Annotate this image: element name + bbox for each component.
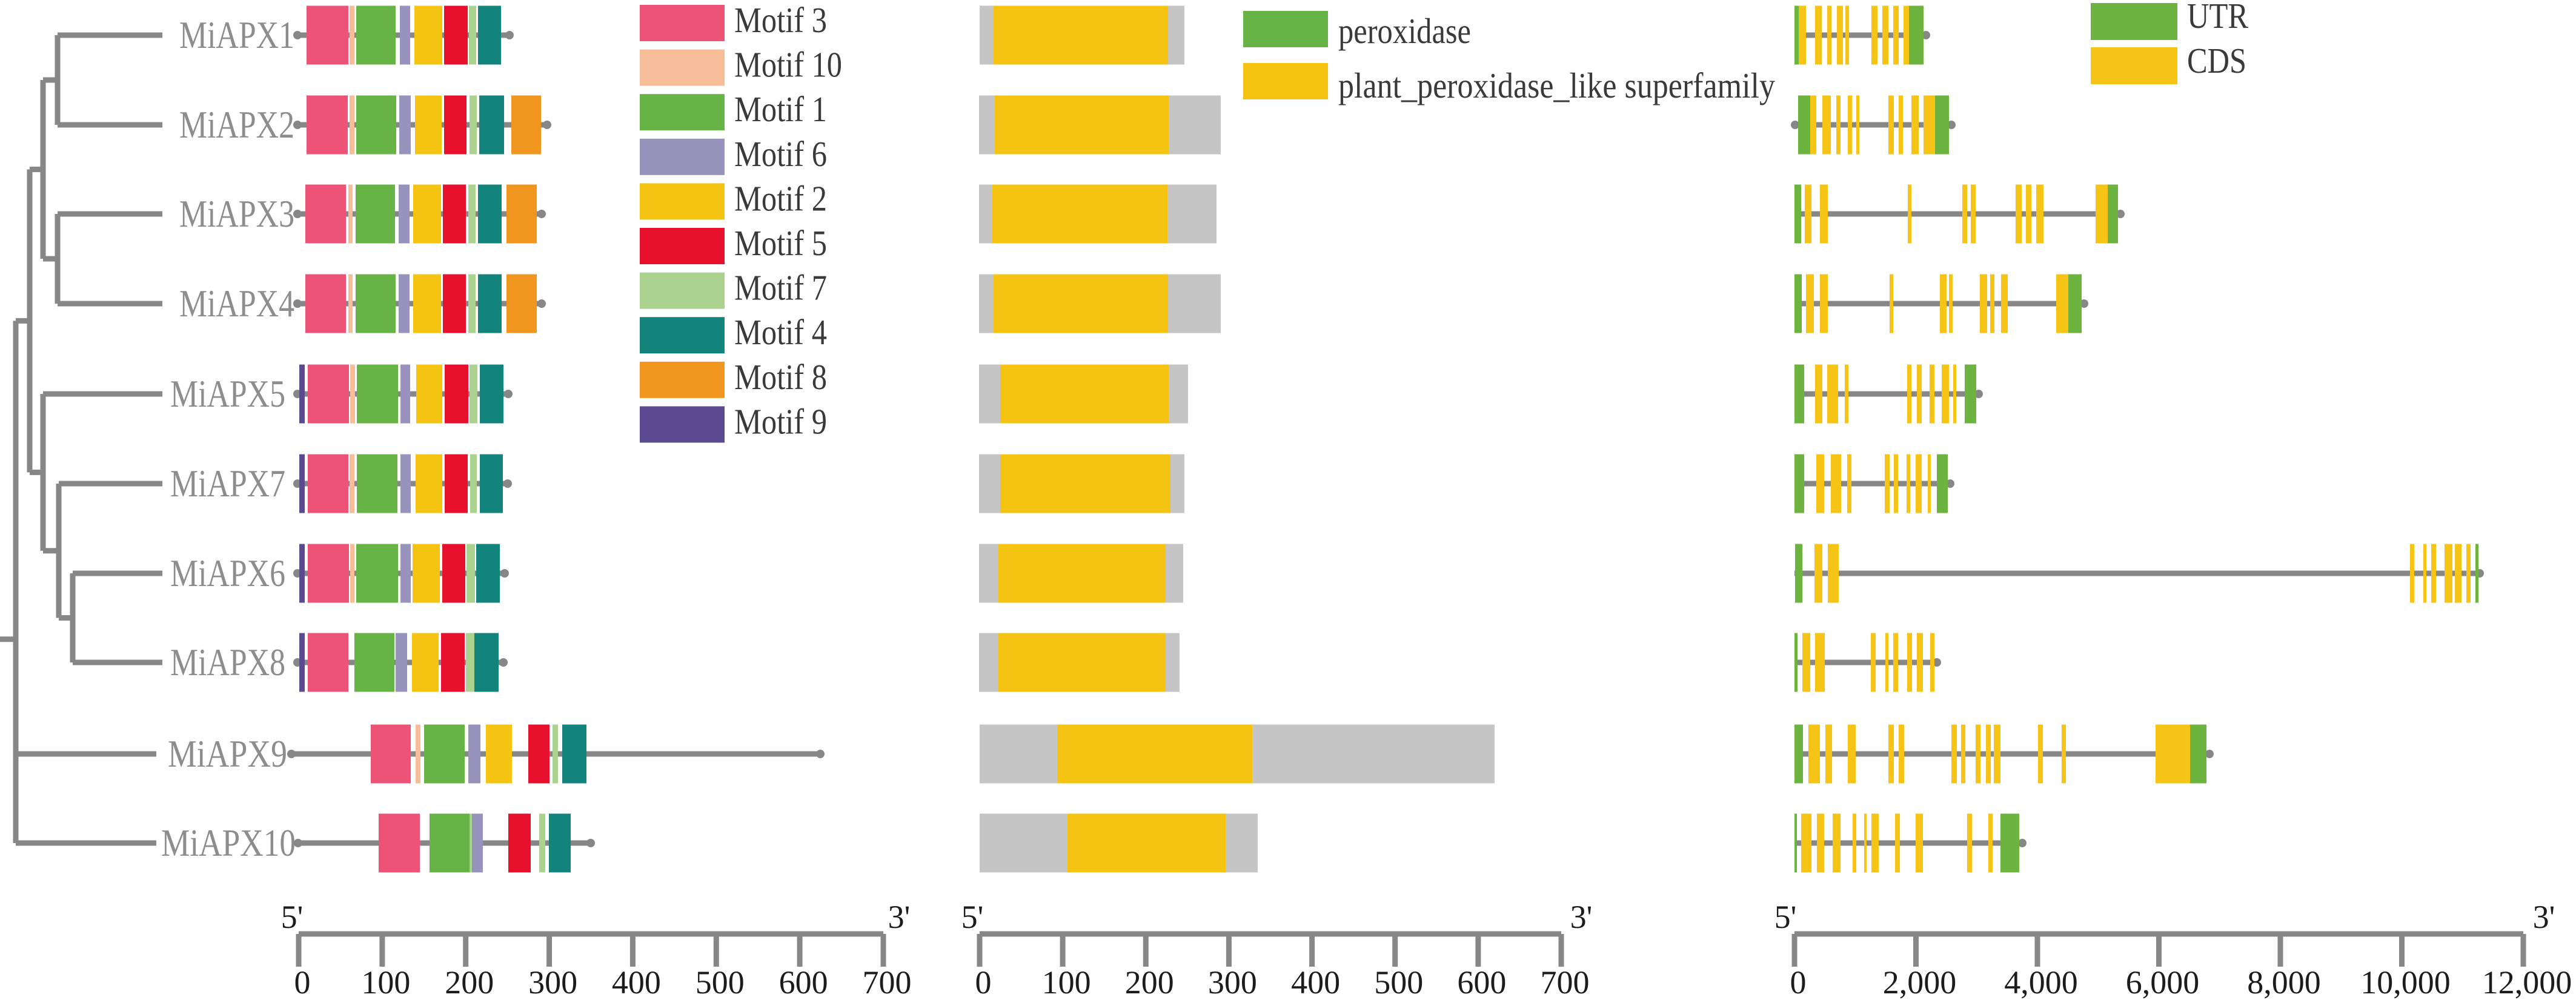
svg-text:6,000: 6,000 [2126, 964, 2200, 1000]
svg-text:Motif 2: Motif 2 [734, 178, 827, 218]
svg-text:0: 0 [975, 964, 992, 1000]
svg-text:MiAPX4: MiAPX4 [179, 282, 294, 325]
svg-text:MiAPX1: MiAPX1 [179, 13, 294, 56]
svg-text:MiAPX5: MiAPX5 [170, 372, 285, 415]
svg-text:Motif 6: Motif 6 [734, 134, 827, 174]
svg-text:300: 300 [528, 964, 577, 1000]
svg-text:MiAPX9: MiAPX9 [168, 732, 287, 775]
svg-text:Motif 10: Motif 10 [734, 45, 842, 85]
svg-text:peroxidase: peroxidase [1338, 11, 1471, 51]
svg-text:MiAPX6: MiAPX6 [170, 552, 285, 595]
svg-text:Motif 5: Motif 5 [734, 223, 827, 263]
svg-text:UTR: UTR [2187, 0, 2249, 36]
svg-text:100: 100 [361, 964, 410, 1000]
svg-text:500: 500 [695, 964, 745, 1000]
svg-text:3': 3' [1570, 899, 1593, 935]
svg-text:8,000: 8,000 [2247, 964, 2321, 1000]
svg-text:500: 500 [1374, 964, 1423, 1000]
svg-text:Motif 7: Motif 7 [734, 268, 827, 308]
svg-text:200: 200 [1125, 964, 1174, 1000]
svg-text:600: 600 [779, 964, 828, 1000]
svg-text:MiAPX8: MiAPX8 [170, 641, 285, 684]
svg-text:Motif 3: Motif 3 [734, 0, 827, 40]
svg-text:plant_peroxidase_like superfam: plant_peroxidase_like superfamily [1338, 65, 1775, 105]
svg-text:CDS: CDS [2187, 41, 2246, 81]
svg-text:0: 0 [294, 964, 311, 1000]
svg-text:Motif 9: Motif 9 [734, 401, 827, 441]
svg-text:MiAPX10: MiAPX10 [161, 821, 296, 864]
svg-text:MiAPX7: MiAPX7 [170, 462, 285, 505]
svg-text:700: 700 [1541, 964, 1590, 1000]
svg-text:5': 5' [1774, 899, 1797, 935]
svg-text:12,000: 12,000 [2482, 964, 2572, 1000]
svg-text:3': 3' [2533, 899, 2555, 935]
svg-text:3': 3' [888, 899, 911, 935]
svg-text:700: 700 [863, 964, 912, 1000]
svg-text:400: 400 [612, 964, 661, 1000]
svg-text:400: 400 [1291, 964, 1340, 1000]
svg-text:5': 5' [281, 899, 304, 935]
svg-text:0: 0 [1790, 964, 1807, 1000]
svg-text:600: 600 [1457, 964, 1506, 1000]
svg-text:100: 100 [1042, 964, 1091, 1000]
svg-text:MiAPX2: MiAPX2 [179, 103, 294, 146]
svg-text:4,000: 4,000 [2004, 964, 2078, 1000]
svg-text:Motif 8: Motif 8 [734, 357, 827, 397]
svg-text:Motif 4: Motif 4 [734, 312, 827, 352]
svg-text:5': 5' [961, 899, 984, 935]
svg-text:Motif 1: Motif 1 [734, 89, 827, 129]
svg-text:10,000: 10,000 [2360, 964, 2451, 1000]
svg-text:300: 300 [1208, 964, 1257, 1000]
svg-text:MiAPX3: MiAPX3 [179, 192, 294, 235]
svg-text:200: 200 [445, 964, 494, 1000]
svg-text:2,000: 2,000 [1883, 964, 1957, 1000]
